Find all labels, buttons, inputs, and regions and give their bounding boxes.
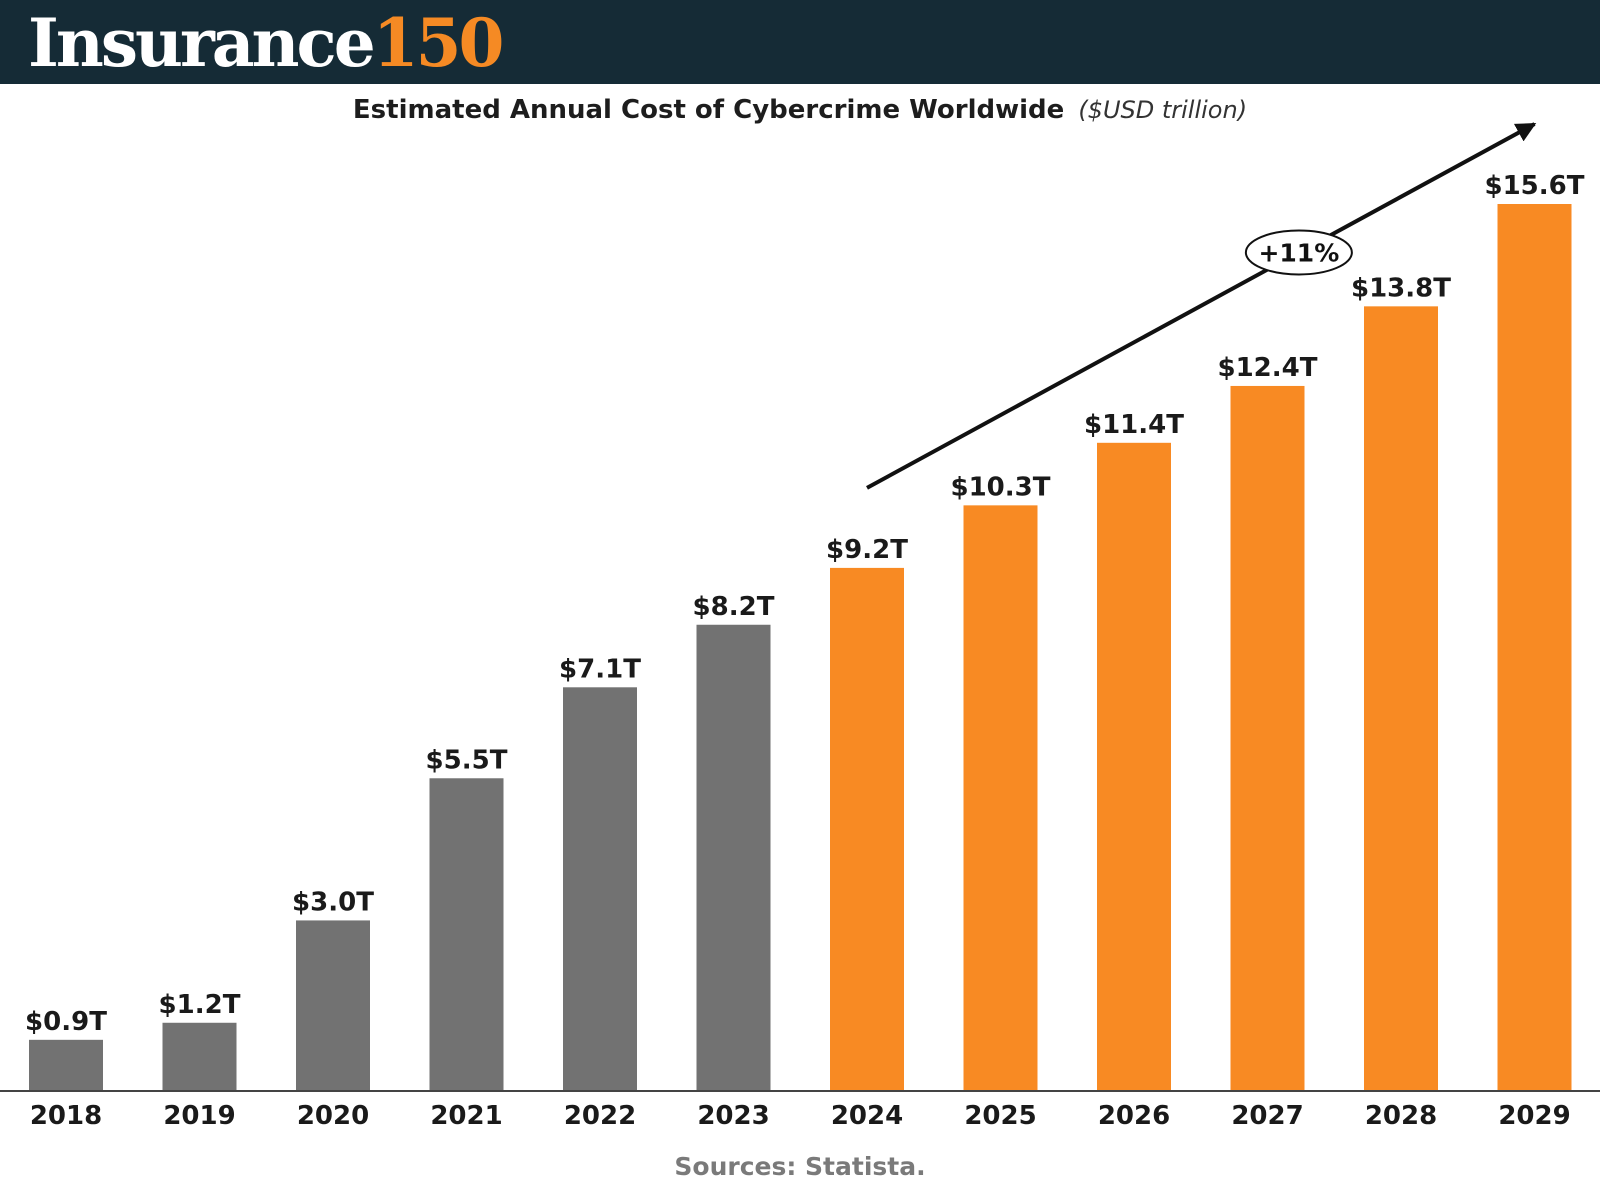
value-label-2018: $0.9T: [25, 1007, 107, 1037]
trend-arrow: [866, 122, 1537, 490]
x-tick-label-2026: 2026: [1098, 1101, 1170, 1131]
chart-unit-label: ($USD trillion): [1078, 96, 1248, 124]
value-label-2029: $15.6T: [1485, 171, 1585, 201]
x-tick-label-2020: 2020: [297, 1101, 369, 1131]
logo-number: 150: [372, 4, 505, 82]
bar-2018: [29, 1039, 103, 1091]
logo-word: Insurance: [28, 4, 376, 82]
x-tick-label-2024: 2024: [831, 1101, 903, 1131]
source-note: Sources: Statista.: [674, 1152, 926, 1181]
value-label-2028: $13.8T: [1351, 273, 1451, 303]
bar-2025: [963, 505, 1038, 1092]
bar-2019: [162, 1022, 237, 1091]
growth-badge: [1244, 229, 1353, 276]
x-tick-label-2027: 2027: [1231, 1101, 1303, 1131]
value-label-2022: $7.1T: [559, 654, 641, 684]
value-label-2027: $12.4T: [1218, 353, 1318, 383]
value-label-2026: $11.4T: [1084, 410, 1184, 440]
chart-title: Estimated Annual Cost of Cybercrime Worl…: [0, 92, 1600, 128]
value-label-2024: $9.2T: [826, 535, 908, 565]
value-label-2025: $10.3T: [951, 472, 1051, 502]
chart-title-text: Estimated Annual Cost of Cybercrime Worl…: [352, 95, 1065, 125]
bar-2021: [429, 778, 504, 1091]
x-tick-label-2021: 2021: [430, 1101, 502, 1131]
value-label-2021: $5.5T: [426, 745, 508, 775]
bar-2022: [563, 687, 637, 1091]
bar-2026: [1097, 442, 1171, 1091]
x-tick-label-2029: 2029: [1498, 1101, 1570, 1131]
value-label-2019: $1.2T: [159, 990, 241, 1020]
header-bar: Insurance150: [0, 0, 1600, 84]
bar-2027: [1230, 385, 1305, 1091]
insurance150-logo: Insurance150: [28, 4, 505, 82]
value-label-2020: $3.0T: [292, 887, 374, 917]
growth-badge-label: +11%: [1258, 238, 1339, 267]
bar-2028: [1364, 306, 1438, 1091]
x-tick-label-2022: 2022: [564, 1101, 636, 1131]
bar-2020: [296, 920, 370, 1091]
x-tick-label-2018: 2018: [30, 1101, 102, 1131]
x-tick-label-2028: 2028: [1365, 1101, 1437, 1131]
bar-2024: [830, 567, 904, 1091]
x-tick-label-2023: 2023: [697, 1101, 769, 1131]
bar-2023: [696, 624, 771, 1091]
value-label-2023: $8.2T: [693, 592, 775, 622]
x-tick-label-2025: 2025: [964, 1101, 1036, 1131]
bar-2029: [1497, 204, 1572, 1091]
x-tick-label-2019: 2019: [163, 1101, 235, 1131]
